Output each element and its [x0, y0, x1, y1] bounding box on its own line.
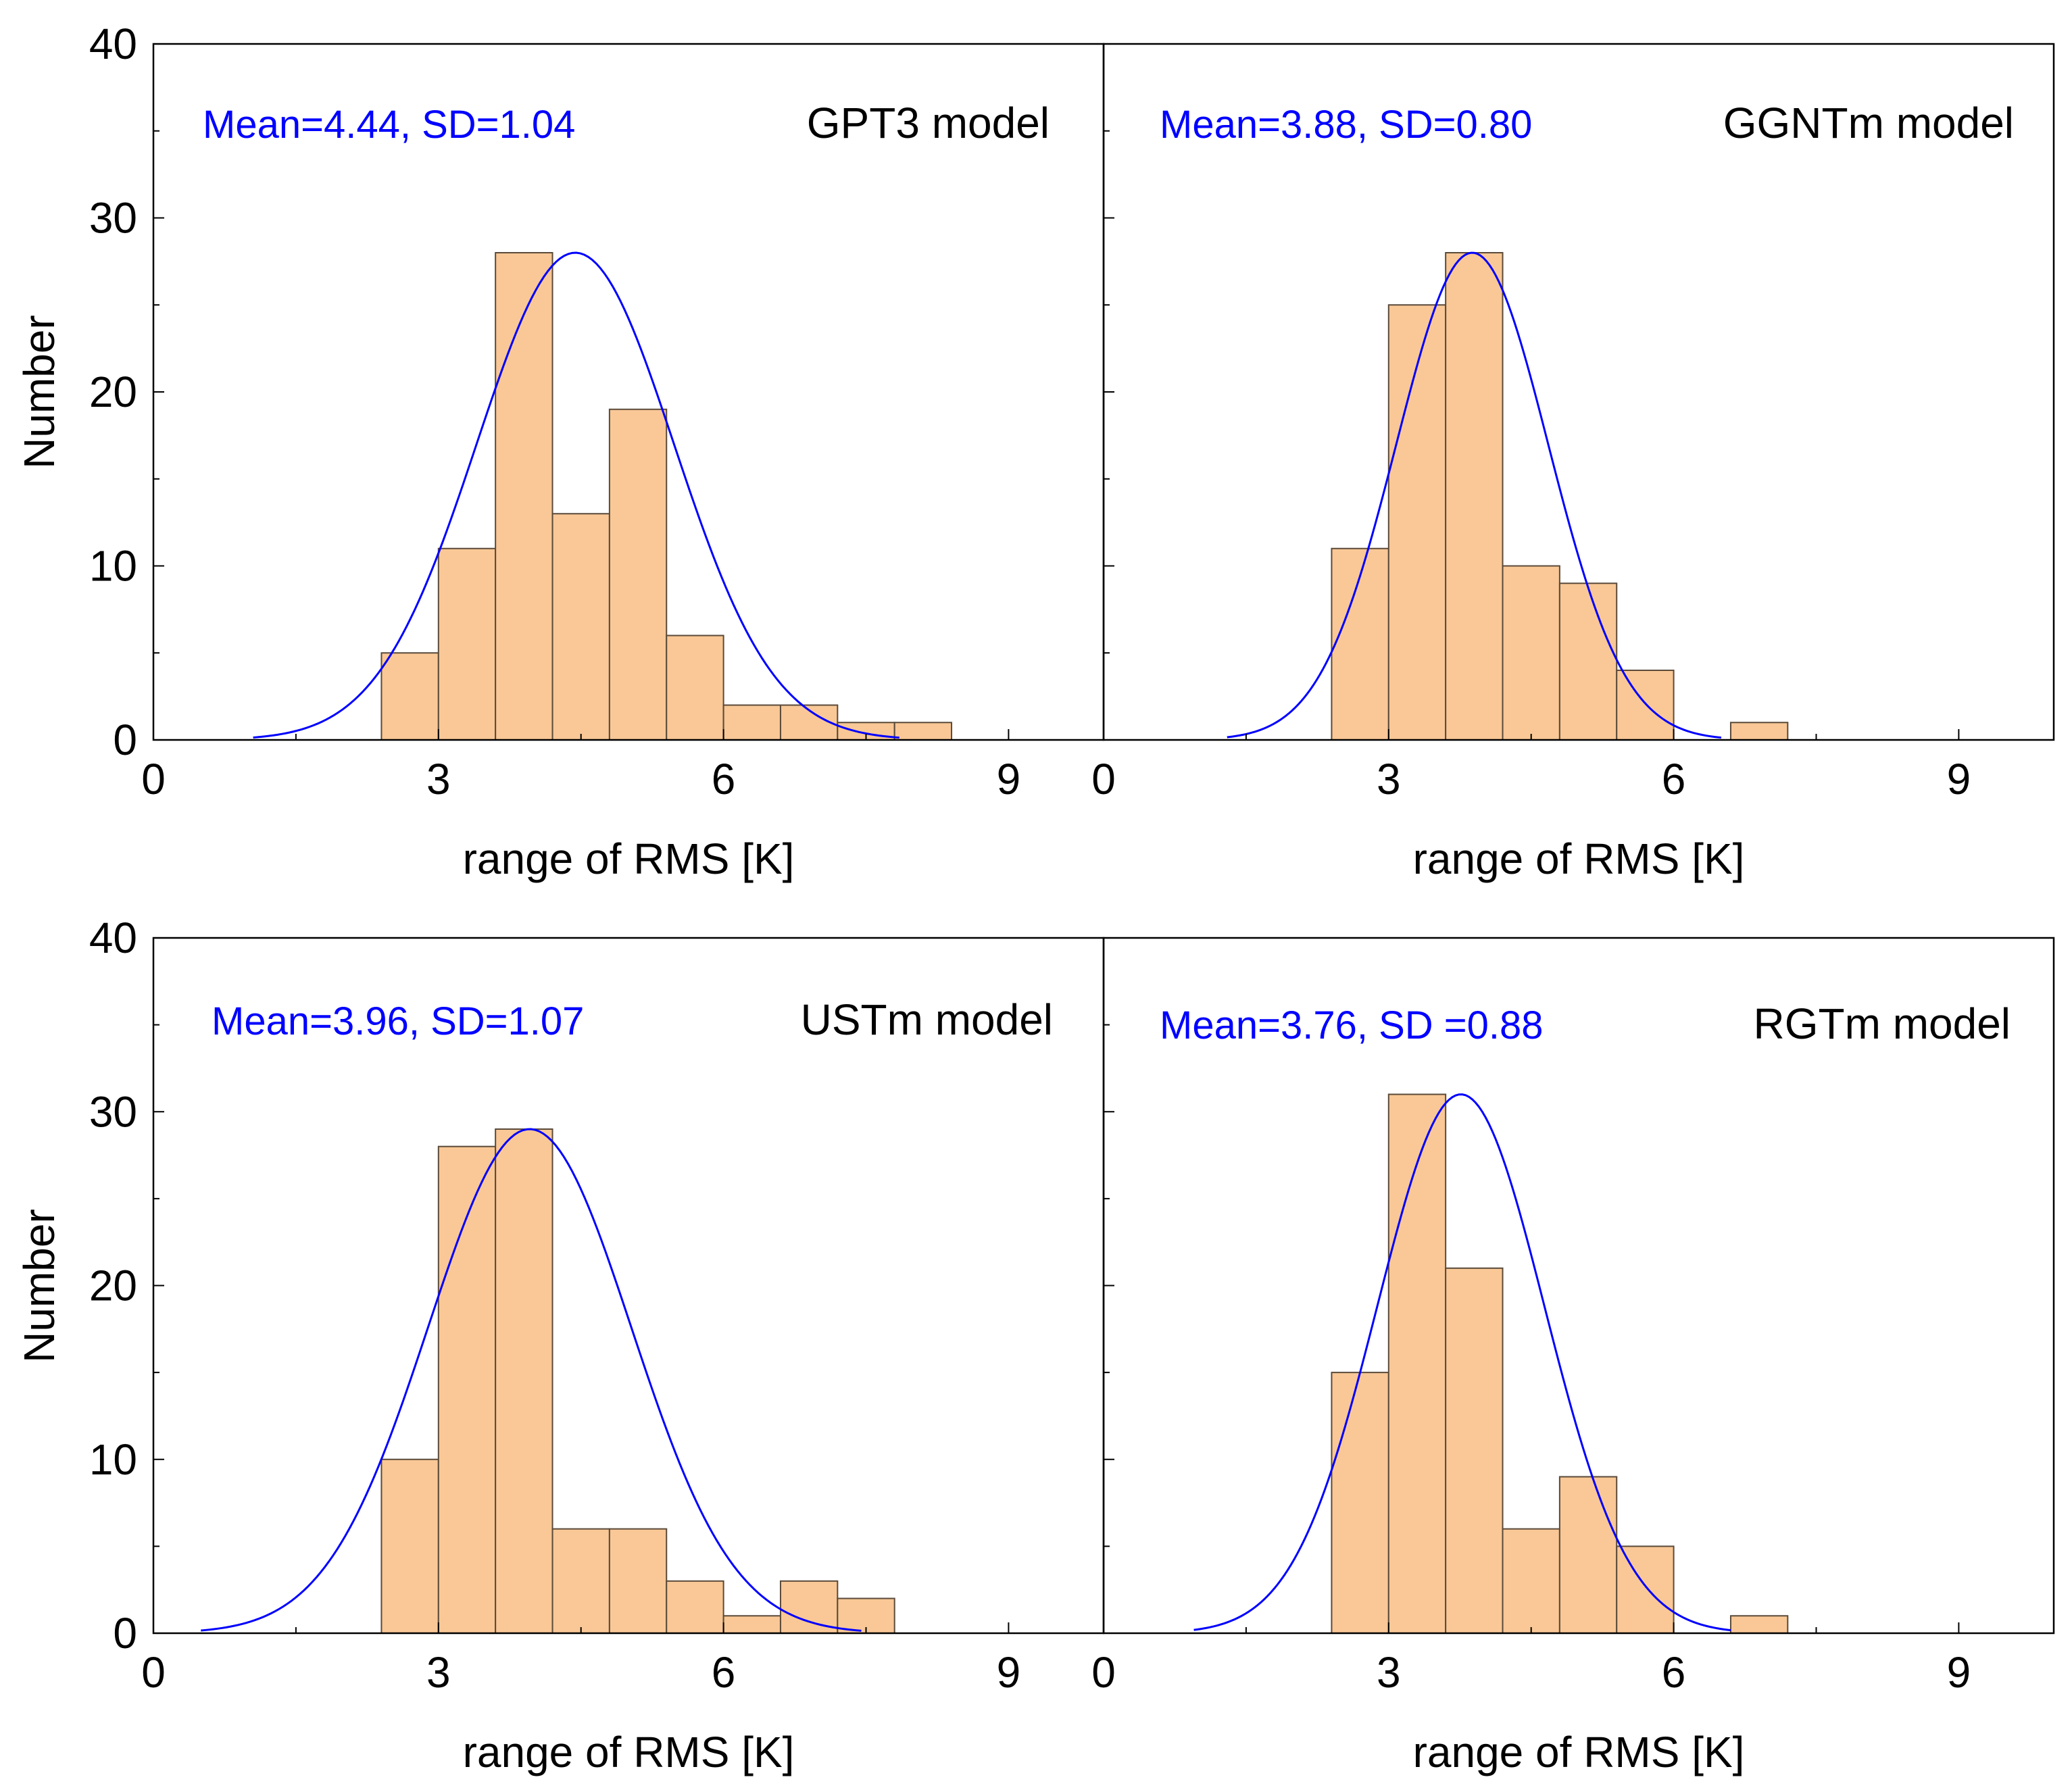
- model-title: RGTm model: [1754, 999, 2011, 1048]
- y-tick-label: 10: [89, 542, 137, 591]
- panel-gpt3: 0 3 6 9 0 10 20 30 40 Mean=4.44, SD=1.04 GPT3 m…: [15, 20, 1105, 883]
- x-tick-labels: 0 3 6 9: [141, 1648, 1020, 1697]
- stats-label: Mean=3.76, SD =0.88: [1160, 1003, 1544, 1047]
- y-tick-label: 40: [89, 914, 137, 962]
- histogram-bar: [608, 1528, 668, 1634]
- y-tick-label: 30: [89, 1087, 137, 1136]
- histogram-bar: [1558, 1476, 1618, 1635]
- x-tick-label: 9: [1947, 1648, 1971, 1697]
- panel-ustm: 0 3 6 9 0 10 20 30 40 Mean=3.96, SD=1.07 USTm m…: [15, 914, 1105, 1776]
- histogram-bar: [1331, 547, 1389, 741]
- axis-ticks: [153, 937, 1010, 1634]
- histogram-bar: [1445, 1267, 1504, 1634]
- x-tick-label: 6: [1662, 1648, 1686, 1697]
- histogram-bar: [1616, 1545, 1675, 1634]
- axis-ticks: [153, 43, 1010, 741]
- stats-label: Mean=3.96, SD=1.07: [212, 999, 584, 1043]
- axis-ticks: [1103, 937, 1960, 1634]
- x-tick-label: 0: [1091, 755, 1116, 803]
- x-tick-label: 3: [426, 1648, 451, 1697]
- histogram-bar: [551, 513, 610, 741]
- histogram-bar: [1331, 1372, 1389, 1634]
- x-tick-label: 3: [1377, 1648, 1401, 1697]
- histogram-bar: [1387, 304, 1447, 741]
- stats-label: Mean=3.88, SD=0.80: [1160, 103, 1532, 147]
- y-tick-labels: 0 10 20 30 40: [89, 20, 137, 764]
- x-tick-label: 3: [426, 755, 451, 803]
- x-tick-label: 0: [1091, 1648, 1116, 1697]
- y-tick-label: 20: [89, 1262, 137, 1310]
- normal-fit-curve: [1193, 1093, 1731, 1632]
- x-tick-label: 0: [141, 755, 166, 803]
- y-tick-label: 0: [113, 1609, 137, 1658]
- histogram-bar: [722, 704, 781, 741]
- histogram-bar: [437, 1145, 497, 1634]
- x-tick-label: 6: [712, 755, 736, 803]
- histogram-bar: [779, 1580, 839, 1634]
- x-tick-label: 0: [141, 1648, 166, 1697]
- y-tick-labels: 0 10 20 30 40: [89, 914, 137, 1658]
- histogram-bar: [608, 408, 668, 741]
- y-tick-label: 20: [89, 368, 137, 416]
- x-tick-label: 6: [1662, 755, 1686, 803]
- histogram-bar: [666, 1580, 724, 1634]
- axis-ticks: [1103, 43, 1960, 741]
- histogram-bar: [551, 1528, 610, 1634]
- x-tick-label: 9: [1947, 755, 1971, 803]
- model-title: USTm model: [801, 995, 1053, 1044]
- histogram-bar: [495, 252, 553, 741]
- histogram-bars: [1331, 1093, 1789, 1635]
- normal-fit-curve: [1227, 251, 1722, 739]
- panel-ggntm: 0 3 6 9 Mean=3.88, SD=0.80 GGNTm model rang…: [1091, 43, 2055, 883]
- histogram-bar: [380, 1458, 439, 1634]
- y-tick-label: 0: [113, 716, 137, 764]
- y-tick-label: 30: [89, 194, 137, 243]
- x-axis-label: range of RMS [K]: [463, 835, 795, 883]
- x-tick-label: 9: [997, 1648, 1021, 1697]
- histogram-bar: [380, 652, 439, 741]
- stats-label: Mean=4.44, SD=1.04: [203, 103, 575, 147]
- histogram-bars: [380, 1128, 895, 1635]
- normal-fit-curve: [201, 1128, 862, 1632]
- model-title: GGNTm model: [1723, 99, 2014, 147]
- x-tick-labels: 0 3 6 9: [141, 755, 1020, 803]
- histogram-bar: [1502, 1528, 1560, 1634]
- x-tick-label: 3: [1377, 755, 1401, 803]
- histogram-bar: [893, 722, 953, 741]
- histogram-bar: [1558, 582, 1618, 741]
- histogram-bar: [1387, 1093, 1447, 1634]
- x-tick-labels: 0 3 6 9: [1091, 1648, 1971, 1697]
- histogram-bar: [437, 547, 497, 741]
- histogram-bar: [1729, 722, 1789, 741]
- histogram-bar: [1502, 565, 1560, 741]
- x-tick-label: 6: [712, 1648, 736, 1697]
- panel-rgtm: 0 3 6 9 Mean=3.76, SD =0.88 RGTm model rang…: [1091, 937, 2055, 1776]
- histogram-bars: [1331, 252, 1789, 741]
- histogram-bar: [1445, 252, 1504, 741]
- histogram-bars: [380, 252, 953, 741]
- model-title: GPT3 model: [807, 99, 1050, 147]
- y-axis-label: Number: [15, 1209, 64, 1363]
- y-axis-label: Number: [15, 315, 64, 469]
- x-tick-labels: 0 3 6 9: [1091, 755, 1971, 803]
- x-axis-label: range of RMS [K]: [1413, 835, 1745, 883]
- histogram-bar: [495, 1128, 553, 1634]
- histogram-bar: [666, 634, 724, 741]
- y-tick-label: 10: [89, 1435, 137, 1484]
- histogram-bar: [722, 1615, 781, 1634]
- histogram-bar: [1729, 1615, 1789, 1634]
- y-tick-label: 40: [89, 20, 137, 68]
- x-tick-label: 9: [997, 755, 1021, 803]
- x-axis-label: range of RMS [K]: [463, 1728, 795, 1776]
- normal-fit-curve: [253, 251, 899, 739]
- histogram-bar: [1616, 670, 1675, 741]
- x-axis-label: range of RMS [K]: [1413, 1728, 1745, 1776]
